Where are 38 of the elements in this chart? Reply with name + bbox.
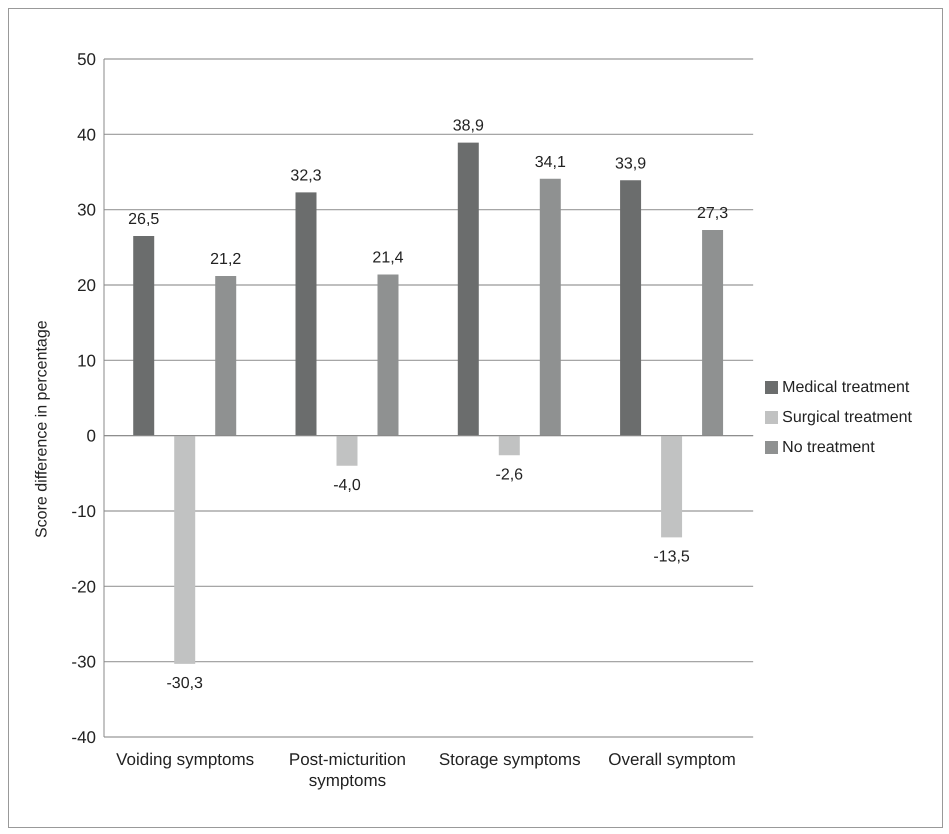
y-tick-label: 40 bbox=[77, 125, 96, 144]
bar bbox=[336, 436, 358, 466]
bar bbox=[174, 436, 196, 664]
x-tick-label: Post-micturition symptoms bbox=[288, 750, 406, 790]
data-label: 21,4 bbox=[372, 249, 404, 266]
bar bbox=[458, 142, 479, 436]
y-tick-label: 10 bbox=[77, 351, 96, 370]
y-tick-label: 20 bbox=[77, 276, 96, 296]
y-tick-label: 50 bbox=[77, 50, 96, 70]
bar bbox=[133, 236, 154, 436]
data-label: -30,3 bbox=[166, 674, 204, 692]
x-tick-label: Overall symptom bbox=[608, 750, 736, 769]
data-label: 34,1 bbox=[534, 154, 566, 171]
y-tick-label: -20 bbox=[71, 577, 96, 596]
legend-label: Surgical treatment bbox=[782, 409, 912, 426]
x-tick-label: Voiding symptoms bbox=[116, 750, 254, 769]
y-tick-label: -40 bbox=[71, 728, 96, 748]
y-axis-title: Score difference in percentage bbox=[34, 320, 51, 538]
bar bbox=[296, 192, 316, 436]
bar bbox=[661, 436, 682, 538]
data-label: -2,6 bbox=[496, 466, 524, 484]
data-label: 32,3 bbox=[290, 167, 322, 184]
legend-label: Medical treatment bbox=[782, 379, 910, 396]
y-tick-label: 30 bbox=[77, 200, 96, 220]
data-label: 38,9 bbox=[452, 118, 484, 135]
legend-label: No treatment bbox=[782, 439, 875, 456]
data-label: -4,0 bbox=[333, 476, 361, 494]
data-label: 21,2 bbox=[210, 250, 242, 268]
bar bbox=[498, 436, 520, 456]
y-tick-label: -10 bbox=[71, 502, 96, 522]
data-label: 27,3 bbox=[697, 205, 728, 222]
y-tick-label: 0 bbox=[86, 426, 96, 446]
data-label: 33,9 bbox=[615, 155, 646, 172]
data-label: 26,5 bbox=[128, 211, 160, 228]
y-tick-label: -30 bbox=[71, 652, 96, 672]
x-tick-label: Storage symptoms bbox=[438, 750, 581, 769]
data-label: -13,5 bbox=[653, 548, 690, 566]
bar bbox=[620, 180, 642, 436]
